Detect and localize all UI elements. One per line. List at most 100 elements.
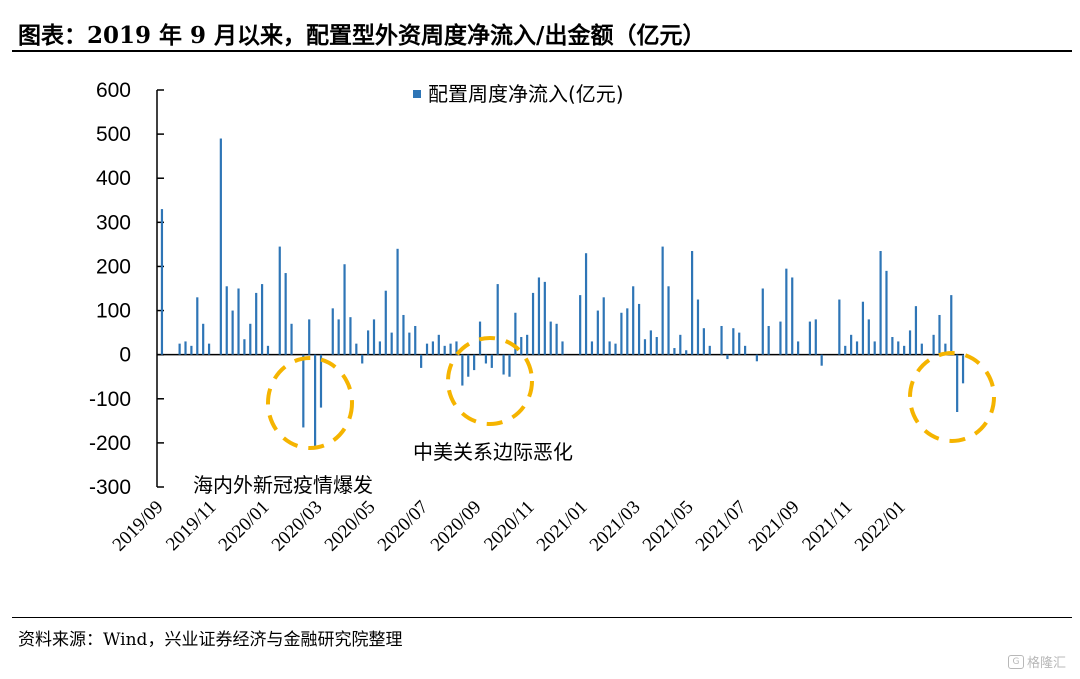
x-tick-label: 2020/11	[480, 497, 538, 555]
bar	[620, 312, 623, 355]
bar	[184, 341, 187, 355]
bar	[555, 323, 558, 355]
bar	[520, 337, 523, 355]
bar	[873, 341, 876, 355]
y-tick-label: 200	[96, 255, 131, 278]
watermark-text: 格隆汇	[1026, 656, 1066, 671]
bar	[908, 330, 912, 355]
bar	[885, 270, 888, 355]
bar	[402, 314, 405, 355]
bar	[755, 354, 758, 362]
bar	[508, 354, 511, 377]
legend: 配置周度净流入(亿元)	[413, 82, 624, 106]
bar	[814, 319, 817, 355]
bar	[343, 264, 346, 355]
y-tick-label: 600	[96, 79, 131, 102]
bar	[897, 341, 900, 355]
bar	[231, 310, 234, 355]
y-tick-label: 300	[96, 211, 131, 234]
bar	[367, 330, 370, 355]
bar	[879, 251, 882, 355]
bar	[655, 337, 658, 355]
bar	[791, 277, 794, 355]
bar	[372, 319, 376, 355]
bar	[637, 303, 641, 355]
annotation-sino-us: 中美关系边际恶化	[413, 440, 573, 464]
bar	[785, 268, 788, 355]
watermark: G 格隆汇	[1007, 652, 1066, 671]
bar	[779, 321, 782, 355]
bar	[708, 345, 711, 355]
bar	[944, 343, 947, 355]
bar	[384, 290, 387, 355]
bar	[720, 325, 723, 355]
bar	[361, 354, 364, 364]
y-tick-label: 100	[96, 300, 131, 323]
bar	[308, 319, 311, 355]
bar	[431, 341, 435, 355]
bar	[702, 328, 705, 355]
x-tick-label: 2020/05	[321, 497, 380, 556]
annotation-covid: 海内外新冠疫情爆发	[193, 473, 373, 497]
x-tick-label: 2021/11	[798, 497, 856, 555]
y-tick-label: 500	[96, 123, 131, 146]
bar	[455, 341, 458, 355]
bar	[314, 354, 317, 450]
bar	[467, 354, 470, 377]
bar	[738, 332, 741, 355]
highlight-circle	[266, 356, 354, 450]
x-tick-label: 2022/01	[851, 497, 910, 556]
bar	[437, 334, 440, 355]
x-tick-label: 2021/09	[745, 497, 804, 556]
g-logo-icon: G	[1007, 654, 1024, 669]
source-divider	[12, 617, 1072, 618]
bar	[726, 354, 729, 360]
bar	[649, 330, 652, 355]
bar	[549, 321, 552, 355]
bar	[490, 354, 493, 368]
bar	[903, 345, 906, 355]
bar	[502, 354, 505, 375]
bar	[378, 341, 381, 355]
bar	[850, 334, 853, 355]
bar	[744, 345, 747, 355]
bar	[590, 341, 594, 355]
bar	[685, 350, 688, 355]
bar	[602, 297, 605, 355]
bar	[390, 332, 393, 355]
highlight-circles	[266, 336, 996, 450]
bar	[932, 334, 935, 355]
bar	[531, 292, 535, 355]
bar	[961, 354, 965, 384]
bar	[266, 345, 270, 355]
bar	[396, 248, 399, 355]
bar	[461, 354, 464, 386]
bar	[808, 321, 811, 355]
x-tick-label: 2019/09	[109, 497, 168, 556]
bar	[178, 343, 181, 355]
x-tick-label: 2021/05	[639, 497, 698, 556]
y-axis: 600 500 400 300 200 100 0 -100 -200 -300	[89, 79, 964, 499]
bar	[797, 341, 800, 355]
bar	[584, 253, 588, 355]
x-tick-label: 2020/01	[215, 497, 274, 556]
bar	[219, 138, 222, 355]
bar	[632, 286, 635, 355]
legend-swatch	[413, 90, 421, 98]
bar	[349, 317, 352, 355]
bar	[867, 319, 870, 355]
bar	[767, 325, 770, 355]
bar	[243, 339, 246, 355]
bar	[190, 345, 193, 355]
bar	[938, 314, 941, 355]
x-tick-label: 2021/01	[533, 497, 592, 556]
bar	[761, 288, 764, 355]
bar	[278, 246, 281, 355]
bar	[608, 341, 611, 355]
bar	[355, 343, 358, 355]
bar	[473, 354, 476, 371]
bar	[514, 312, 517, 355]
source-note: 资料来源：Wind，兴业证券经济与金融研究院整理	[18, 630, 403, 650]
bar	[202, 323, 205, 355]
